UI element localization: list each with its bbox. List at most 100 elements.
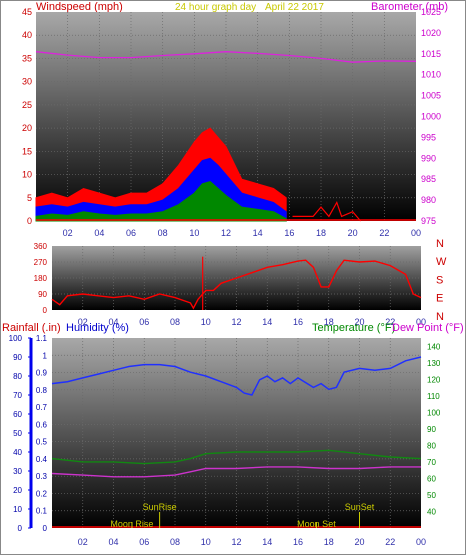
x-tick-label: 00 xyxy=(416,537,426,547)
windspeed-tick-label: 15 xyxy=(22,146,32,156)
temperature-axis-title: Temperature (°F) xyxy=(312,322,395,334)
rainfall-tick-label: 1 xyxy=(43,351,48,360)
x-tick-label: 10 xyxy=(201,537,211,547)
windspeed-axis-title: Windspeed (mph) xyxy=(36,1,123,13)
humidity-axis-title: Humidity (%) xyxy=(66,322,129,334)
humidity-tick-label: 100 xyxy=(9,334,23,343)
wind-gust-late-series xyxy=(292,200,362,222)
x-tick-label: 04 xyxy=(108,317,118,327)
humidity-panel-axes: 010203040506070809010000.10.20.30.40.50.… xyxy=(9,334,441,547)
temperature-tick-label: 120 xyxy=(427,375,441,384)
wind-panel-axes: 0510152025303540459759809859909951000100… xyxy=(22,7,441,238)
x-tick-label: 08 xyxy=(158,228,168,238)
barometer-tick-label: 985 xyxy=(421,174,436,184)
rainfall-tick-label: 0.8 xyxy=(36,386,48,395)
temperature-tick-label: 110 xyxy=(427,392,440,401)
temperature-tick-label: 70 xyxy=(427,458,436,467)
x-tick-label: 14 xyxy=(262,317,272,327)
rainfall-tick-label: 0.5 xyxy=(36,438,48,447)
windspeed-tick-label: 0 xyxy=(27,216,32,226)
x-tick-label: 20 xyxy=(348,228,358,238)
windspeed-tick-label: 40 xyxy=(22,30,32,40)
windspeed-tick-label: 5 xyxy=(27,193,32,203)
barometer-series xyxy=(35,51,417,63)
x-tick-label: 14 xyxy=(253,228,263,238)
x-tick-label: 20 xyxy=(354,317,364,327)
x-tick-label: 18 xyxy=(324,537,334,547)
rainfall-tick-label: 0.7 xyxy=(36,403,48,412)
compass-label: S xyxy=(436,274,443,286)
barometer-tick-label: 1015 xyxy=(421,49,441,59)
rainfall-tick-label: 0.1 xyxy=(36,507,48,516)
x-tick-label: 02 xyxy=(63,228,73,238)
rainfall-tick-label: 0 xyxy=(43,524,48,533)
humidity-panel-background xyxy=(52,338,421,528)
x-tick-label: 22 xyxy=(385,537,395,547)
humidity-tick-label: 70 xyxy=(13,391,22,400)
temperature-series xyxy=(51,449,422,465)
x-tick-label: 00 xyxy=(411,228,421,238)
humidity-series xyxy=(51,356,422,396)
windspeed-tick-label: 10 xyxy=(22,170,32,180)
x-tick-label: 08 xyxy=(170,537,180,547)
x-tick-label: 08 xyxy=(170,317,180,327)
graph-title: 24 hour graph day xyxy=(175,2,256,13)
x-tick-label: 14 xyxy=(262,537,272,547)
x-tick-label: 12 xyxy=(231,317,241,327)
humidity-panel-series: SunRise SunSet Moon Rise Moon Set xyxy=(51,356,422,529)
windspeed-tick-label: 35 xyxy=(22,53,32,63)
humidity-tick-label: 0 xyxy=(18,524,23,533)
x-tick-label: 06 xyxy=(126,228,136,238)
rainfall-tick-label: 0.6 xyxy=(36,420,48,429)
x-tick-label: 06 xyxy=(139,537,149,547)
temperature-tick-label: 100 xyxy=(427,408,441,417)
compass-label: W xyxy=(436,256,447,268)
x-tick-label: 12 xyxy=(231,537,241,547)
barometer-tick-label: 1010 xyxy=(421,70,441,80)
x-tick-label: 00 xyxy=(416,317,426,327)
x-tick-label: 02 xyxy=(78,537,88,547)
x-tick-label: 06 xyxy=(139,317,149,327)
x-tick-label: 04 xyxy=(108,537,118,547)
direction-tick-label: 270 xyxy=(34,258,48,267)
x-tick-label: 16 xyxy=(293,317,303,327)
humidity-tick-label: 90 xyxy=(13,353,22,362)
windspeed-tick-label: 25 xyxy=(22,100,32,110)
barometer-tick-label: 990 xyxy=(421,153,436,163)
direction-panel-series xyxy=(51,256,422,310)
rainfall-tick-label: 1.1 xyxy=(36,334,48,343)
wind-low-series xyxy=(35,180,287,222)
event-marker-label: Moon Set xyxy=(297,519,336,529)
direction-tick-label: 0 xyxy=(43,306,48,315)
humidity-tick-label: 80 xyxy=(13,372,22,381)
graph-date: April 22 2017 xyxy=(265,2,324,13)
x-tick-label: 22 xyxy=(379,228,389,238)
dewpoint-series xyxy=(51,466,421,478)
barometer-tick-label: 1020 xyxy=(421,28,441,38)
temperature-tick-label: 90 xyxy=(427,425,436,434)
humidity-tick-label: 10 xyxy=(13,505,22,514)
x-tick-label: 12 xyxy=(221,228,231,238)
rainfall-tick-label: 0.2 xyxy=(36,489,48,498)
temperature-tick-label: 40 xyxy=(427,507,436,516)
windspeed-tick-label: 45 xyxy=(22,7,32,17)
humidity-tick-label: 20 xyxy=(13,486,22,495)
humidity-tick-label: 60 xyxy=(13,410,22,419)
compass-label: N xyxy=(436,238,444,250)
wind-panel-series xyxy=(35,51,417,222)
x-tick-label: 18 xyxy=(324,317,334,327)
compass-label: E xyxy=(436,293,443,305)
windspeed-tick-label: 30 xyxy=(22,77,32,87)
barometer-tick-label: 995 xyxy=(421,132,436,142)
x-tick-label: 10 xyxy=(189,228,199,238)
humidity-tick-label: 50 xyxy=(13,429,22,438)
x-tick-label: 18 xyxy=(316,228,326,238)
x-tick-label: 16 xyxy=(284,228,294,238)
humidity-tick-label: 30 xyxy=(13,467,22,476)
event-marker-label: Moon Rise xyxy=(110,519,153,529)
x-tick-label: 10 xyxy=(201,317,211,327)
barometer-tick-label: 980 xyxy=(421,195,436,205)
temperature-tick-label: 140 xyxy=(427,342,441,351)
